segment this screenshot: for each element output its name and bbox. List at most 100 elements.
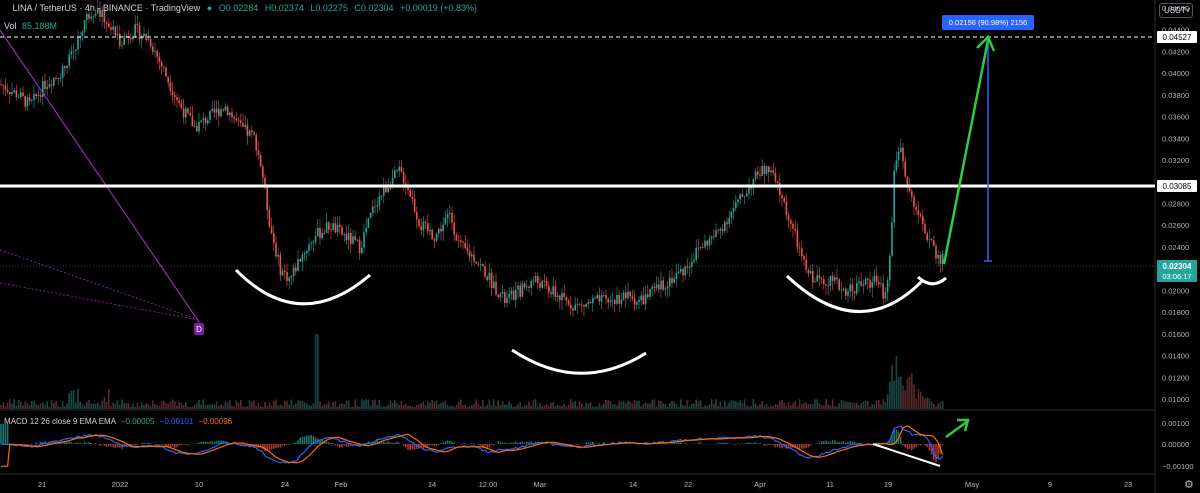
macd-axis[interactable]: 0.00100 0.00000 −0.00100 (1162, 419, 1194, 471)
macd-histogram-bar (816, 443, 818, 444)
macd-histogram-bar (693, 443, 695, 444)
macd-histogram-bar (321, 440, 323, 444)
macd-histogram-bar (292, 442, 295, 444)
candle-body (622, 292, 625, 300)
candle-body (787, 215, 790, 221)
volume-bar (864, 400, 867, 409)
candle-body (411, 196, 414, 200)
macd-histogram-bar (125, 444, 128, 447)
volume-bar (158, 406, 161, 409)
volume-legend[interactable]: Vol 85.188M (4, 21, 57, 31)
pattern-arc-small (916, 275, 947, 286)
volume-bar (891, 365, 893, 409)
candle-body (790, 220, 792, 224)
macd-histogram-bar (281, 444, 284, 446)
volume-bar (409, 405, 411, 409)
volume-bar (475, 399, 477, 409)
volume-bar (873, 404, 876, 409)
volume-bar (609, 400, 612, 409)
drawing-marker[interactable] (194, 323, 204, 335)
currency-label: USDT (1164, 6, 1186, 15)
macd-histogram (0, 424, 944, 462)
volume-bar (570, 399, 572, 409)
candle-body (605, 295, 607, 299)
macd-histogram-bar (273, 444, 275, 449)
volume-bar (224, 401, 227, 409)
macd-histogram-bar (490, 444, 493, 446)
macd-histogram-bar (114, 444, 117, 448)
volume-bar (649, 403, 651, 409)
candle-body (187, 108, 189, 113)
candle-body (739, 194, 741, 200)
macd-histogram-bar (262, 444, 264, 450)
price-axis[interactable]: 0.04600 0.04400 0.04200 0.04000 0.03800 0.036… (1162, 4, 1189, 404)
volume-bar (68, 392, 70, 409)
volume-bar (429, 402, 431, 409)
candle-body (517, 285, 519, 290)
candle-body (691, 261, 693, 267)
candle-body (614, 299, 616, 304)
candle-body (649, 288, 651, 297)
measure-box[interactable] (942, 15, 1034, 30)
volume-bar (323, 404, 326, 409)
volume-bar (655, 406, 658, 409)
macd-histogram-bar (347, 444, 350, 447)
macd-histogram-bar (801, 444, 803, 449)
candle-body (101, 9, 103, 17)
time-tick-label: May (965, 480, 979, 489)
chevron-down-icon: ˅ (1185, 6, 1191, 15)
candle-body (682, 269, 684, 276)
candle-body (537, 275, 539, 284)
volume-bar (739, 400, 741, 409)
macd-histogram-bar (167, 444, 169, 448)
macd-histogram-bar (101, 444, 103, 446)
volume-bar (240, 400, 242, 409)
macd-histogram-bar (941, 444, 944, 446)
price-tick-label: 0.01600 (1162, 330, 1189, 339)
macd-histogram-bar (750, 442, 752, 444)
candle-body (277, 254, 279, 257)
macd-histogram-bar (42, 442, 44, 444)
symbol-title[interactable]: LINA / TetherUS · 4h · BINANCE · Trading… (12, 3, 201, 13)
candle-body (629, 291, 631, 297)
volume-bar (919, 391, 922, 409)
macd-histogram-bar (783, 444, 785, 448)
volume-bar (596, 406, 598, 409)
macd-histogram-bar (389, 442, 392, 444)
candle-body (103, 9, 106, 22)
volume-bar (442, 402, 444, 409)
macd-legend[interactable]: MACD 12 26 close 9 EMA EMA −0.00005 −0.0… (4, 417, 232, 426)
volume-bar (211, 404, 213, 409)
macd-histogram-bar (937, 444, 939, 460)
candle-body (251, 130, 253, 133)
macd-histogram-bar (185, 444, 187, 445)
candle-body (508, 293, 510, 298)
candle-body (697, 247, 700, 249)
volume-bar (858, 405, 860, 409)
candle-body (719, 228, 722, 231)
candle-body (587, 301, 590, 304)
candle-body (121, 44, 123, 46)
volume-bar (2, 402, 4, 409)
volume-bar (103, 396, 106, 409)
currency-selector[interactable]: USDT˅ (1159, 3, 1193, 18)
volume-bar (141, 402, 143, 409)
candle-body (28, 97, 31, 101)
macd-histogram-bar (508, 443, 510, 444)
volume-bar (387, 404, 389, 409)
candle-body (504, 292, 506, 303)
volume-bar (391, 403, 394, 409)
macd-histogram-bar (497, 441, 499, 444)
candle-body (152, 46, 154, 52)
time-axis[interactable]: 21 2022 10 24 Feb 14 12:00 Mar 14 22 Apr 11 19 May 9 23 (38, 480, 1132, 489)
gear-icon[interactable]: ⚙ (1184, 479, 1194, 491)
target-price-tag (1157, 31, 1197, 43)
candle-body (422, 221, 425, 231)
volume-bar (380, 406, 383, 409)
volume-bar (405, 403, 407, 409)
volume-bar (105, 402, 108, 409)
candle-body (897, 151, 900, 161)
volume-bar (488, 399, 491, 409)
macd-histogram-bar (521, 441, 524, 444)
